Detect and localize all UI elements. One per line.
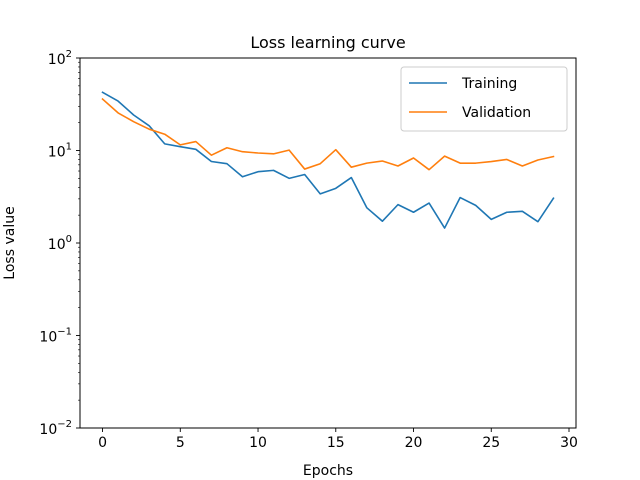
plot-area [101, 91, 555, 229]
y-tick-exponent: 1 [66, 142, 72, 153]
y-tick-base: 10 [39, 422, 57, 438]
chart-title: Loss learning curve [250, 33, 405, 52]
legend: Training Validation [400, 66, 568, 132]
x-axis-label: Epochs [303, 463, 353, 479]
y-axis-label: Loss value [2, 206, 18, 279]
y-tick-label: 102 [48, 49, 72, 68]
x-tick-label: 0 [98, 435, 107, 451]
x-tick-label: 20 [405, 435, 423, 451]
x-axis-ticks: 0 5 10 15 20 25 30 [98, 428, 578, 451]
series-line-training [101, 91, 555, 229]
y-tick-base: 10 [48, 52, 66, 68]
y-tick-label: 10−2 [39, 419, 72, 438]
x-tick-label: 30 [560, 435, 578, 451]
y-tick-base: 10 [39, 330, 57, 346]
x-tick-label: 15 [327, 435, 345, 451]
y-tick-exponent: 2 [66, 49, 72, 60]
y-tick-exponent: 0 [66, 234, 72, 245]
y-tick-base: 10 [48, 237, 66, 253]
y-tick-exponent: −1 [57, 327, 72, 338]
x-tick-label: 25 [482, 435, 500, 451]
y-tick-label: 10−1 [39, 327, 72, 346]
legend-label-training: Training [461, 76, 517, 92]
legend-label-validation: Validation [462, 105, 531, 121]
y-tick-base: 10 [48, 145, 66, 161]
x-tick-label: 10 [249, 435, 267, 451]
y-tick-exponent: −2 [57, 419, 72, 430]
y-tick-label: 100 [48, 234, 72, 253]
series-line-validation [101, 97, 555, 171]
x-tick-label: 5 [176, 435, 185, 451]
y-tick-label: 101 [48, 142, 72, 161]
